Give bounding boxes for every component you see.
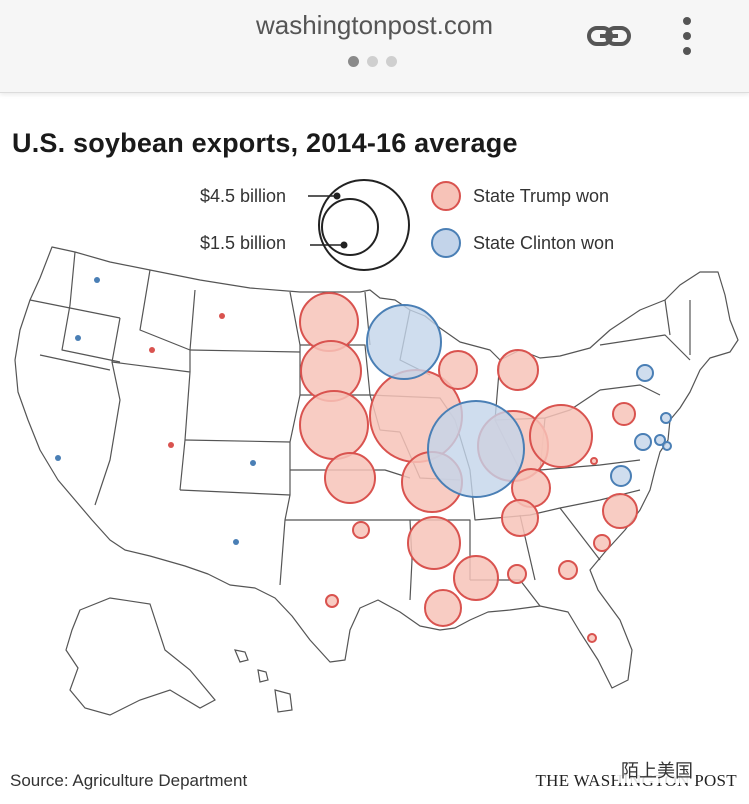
bubble-fl (587, 633, 597, 643)
legend-clinton-swatch (431, 228, 461, 258)
bubble-tx (325, 594, 339, 608)
bubble-wv (590, 457, 598, 465)
bubble-ms (453, 555, 499, 601)
legend-size-small-label: $1.5 billion (200, 233, 287, 253)
bubble-ct (662, 441, 672, 451)
alaska-hawaii (65, 597, 293, 716)
bubble-va (610, 465, 632, 487)
bubble-nc (602, 493, 638, 529)
page-dot-3[interactable] (386, 56, 397, 67)
link-icon[interactable] (586, 20, 632, 52)
legend-size-large-label: $4.5 billion (200, 186, 287, 206)
bubble-pa (612, 402, 636, 426)
bubble-wi (438, 350, 478, 390)
us-outline (14, 246, 739, 689)
legend-trump-label: State Trump won (473, 186, 610, 206)
alaska-outline (65, 597, 216, 716)
source-note: Source: Agriculture Department (10, 771, 248, 790)
bubble-mn (366, 304, 442, 380)
url-text[interactable]: washingtonpost.com (255, 10, 494, 40)
bubble-ny (636, 364, 654, 382)
page-dot-1[interactable] (348, 56, 359, 67)
trump-state-bubbles (299, 292, 638, 643)
legend-clinton-label: State Clinton won (473, 233, 615, 253)
bubble-md (634, 433, 652, 451)
browser-toolbar: washingtonpost.com (0, 0, 749, 93)
more-vertical-icon[interactable] (676, 16, 698, 56)
bubble-ga (558, 560, 578, 580)
bubble-tn (501, 499, 539, 537)
legend-size-circles (308, 179, 410, 271)
page-dot-2[interactable] (367, 56, 378, 67)
bubble-ok (352, 521, 370, 539)
bubble-al (507, 564, 527, 584)
watermark-text: 陌上美国 (618, 757, 696, 783)
bubble-oh (529, 404, 593, 468)
page-indicator (348, 54, 405, 72)
bubble-nj (660, 412, 672, 424)
bubble-ks (324, 452, 376, 504)
bubble-ne (299, 390, 369, 460)
bubble-sc (593, 534, 611, 552)
clinton-state-bubbles (366, 304, 672, 498)
small-state-markers (55, 277, 256, 545)
bubble-il (427, 400, 525, 498)
legend-trump-swatch (431, 181, 461, 211)
bubble-mi (497, 349, 539, 391)
bubble-ar (407, 516, 461, 570)
bubble-de (654, 434, 666, 446)
bubble-la (424, 589, 462, 627)
state-borders (14, 246, 739, 689)
chart-title: U.S. soybean exports, 2014-16 average (12, 128, 518, 158)
